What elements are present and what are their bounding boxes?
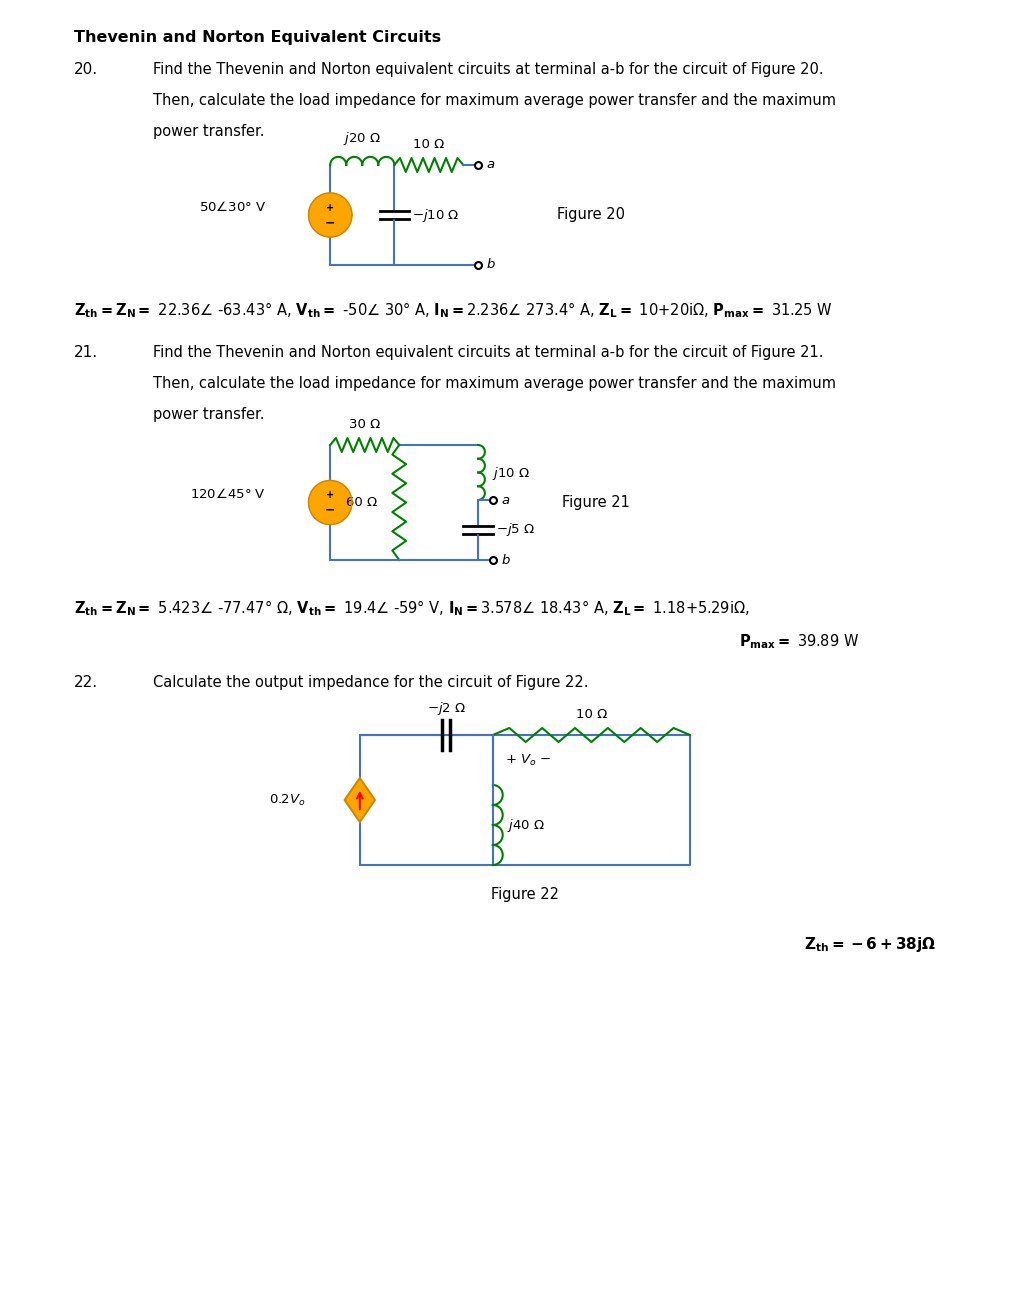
Text: a: a (502, 494, 510, 507)
Text: b: b (502, 553, 510, 566)
Text: −: − (325, 504, 335, 517)
Text: +: + (326, 490, 334, 501)
Text: power transfer.: power transfer. (153, 124, 264, 139)
Text: Find the Thevenin and Norton equivalent circuits at terminal a-b for the circuit: Find the Thevenin and Norton equivalent … (153, 62, 824, 77)
Text: 22.: 22. (73, 675, 98, 690)
Text: 60 Ω: 60 Ω (347, 495, 378, 510)
Text: 21.: 21. (73, 344, 98, 360)
Text: Figure 22: Figure 22 (491, 888, 559, 902)
Text: Thevenin and Norton Equivalent Circuits: Thevenin and Norton Equivalent Circuits (73, 30, 441, 45)
Text: $\mathbf{Z_{th}=Z_N=}$ 22.36$\angle$ -63.43° A, $\mathbf{V_{th}=}$ -50$\angle$ 3: $\mathbf{Z_{th}=Z_N=}$ 22.36$\angle$ -63… (73, 301, 833, 320)
Text: 30 Ω: 30 Ω (349, 418, 380, 431)
Text: power transfer.: power transfer. (153, 408, 264, 422)
Text: Then, calculate the load impedance for maximum average power transfer and the ma: Then, calculate the load impedance for m… (153, 375, 836, 391)
Text: $-j$5 Ω: $-j$5 Ω (496, 521, 535, 538)
Text: $j$40 Ω: $j$40 Ω (507, 817, 544, 833)
Text: Figure 20: Figure 20 (557, 208, 625, 222)
Text: a: a (486, 159, 495, 172)
Text: Calculate the output impedance for the circuit of Figure 22.: Calculate the output impedance for the c… (153, 675, 588, 690)
Text: 10 Ω: 10 Ω (413, 138, 444, 151)
Circle shape (308, 480, 352, 525)
Text: −: − (325, 217, 335, 230)
Text: $-j$2 Ω: $-j$2 Ω (426, 700, 466, 717)
Polygon shape (345, 778, 375, 822)
Text: $-j$10 Ω: $-j$10 Ω (412, 206, 460, 223)
Text: 20.: 20. (73, 62, 98, 77)
Text: Find the Thevenin and Norton equivalent circuits at terminal a-b for the circuit: Find the Thevenin and Norton equivalent … (153, 344, 823, 360)
Text: Then, calculate the load impedance for maximum average power transfer and the ma: Then, calculate the load impedance for m… (153, 93, 836, 108)
Text: $\mathbf{Z_{th}=Z_N=}$ 5.423$\angle$ -77.47° $\Omega$, $\mathbf{V_{th}=}$ 19.4$\: $\mathbf{Z_{th}=Z_N=}$ 5.423$\angle$ -77… (73, 599, 749, 618)
Text: b: b (486, 258, 496, 271)
Text: Figure 21: Figure 21 (562, 495, 629, 510)
Text: $\mathbf{P_{max}=}$ 39.89 W: $\mathbf{P_{max}=}$ 39.89 W (739, 632, 859, 650)
Text: 0.2$V_o$: 0.2$V_o$ (269, 792, 305, 808)
Text: 10 Ω: 10 Ω (575, 708, 608, 721)
Text: $j$10 Ω: $j$10 Ω (492, 464, 530, 481)
Text: $j$20 Ω: $j$20 Ω (344, 130, 381, 147)
Circle shape (308, 194, 352, 237)
Text: + $V_o$ $-$: + $V_o$ $-$ (505, 752, 551, 768)
Text: +: + (326, 203, 334, 213)
Text: 50$\angle$30° V: 50$\angle$30° V (199, 200, 266, 214)
Text: $\mathbf{Z_{th}}$$\mathbf{=-6+38j\Omega}$: $\mathbf{Z_{th}}$$\mathbf{=-6+38j\Omega}… (804, 935, 937, 955)
Text: 120$\angle$45° V: 120$\angle$45° V (190, 488, 266, 502)
